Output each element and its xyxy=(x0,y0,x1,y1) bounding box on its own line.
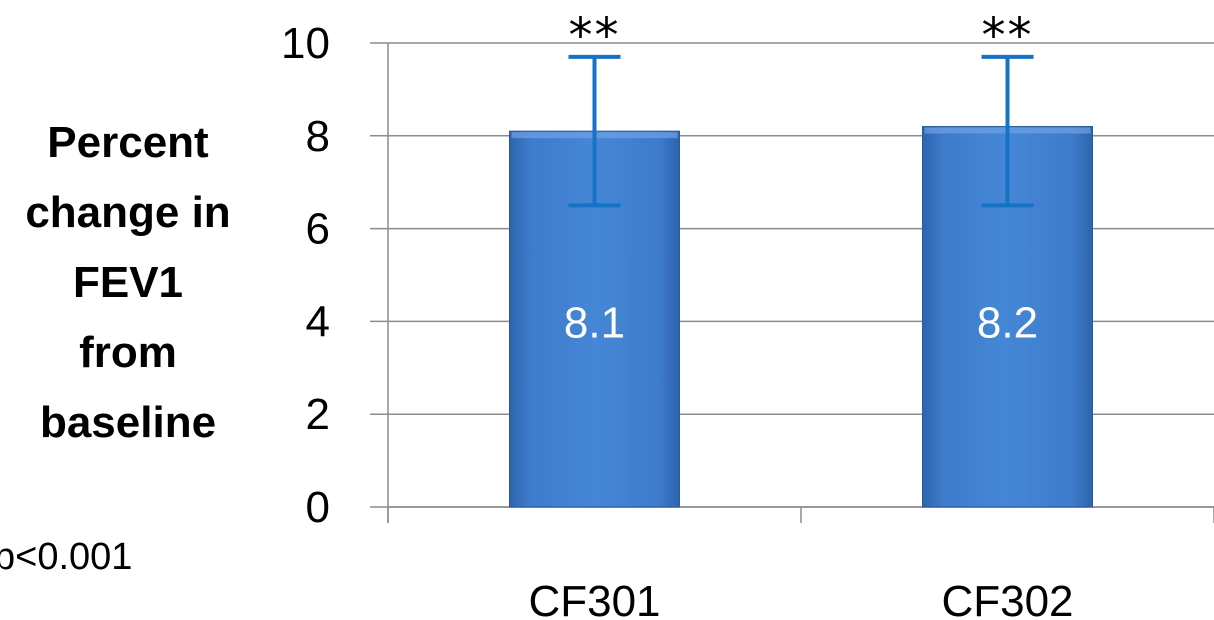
significance-marker: ** xyxy=(982,8,1034,64)
y-tick-label: 2 xyxy=(306,390,330,439)
error-bars xyxy=(568,54,1034,208)
significance-marker: ** xyxy=(569,8,621,64)
y-tick-label: 8 xyxy=(306,112,330,161)
chart-text: 0 2 4 6 8 10 8.1 ** CF301 8.2 ** CF302 xyxy=(281,8,1073,620)
y-tick-label: 6 xyxy=(306,205,330,254)
x-tick-label-cf301: CF301 xyxy=(528,577,660,620)
x-tick-label-cf302: CF302 xyxy=(941,577,1073,620)
data-label-cf301: 8.1 xyxy=(564,298,625,347)
y-tick-label: 4 xyxy=(306,297,330,346)
significance-footnote: p<0.001 xyxy=(0,536,133,578)
data-label-cf302: 8.2 xyxy=(977,298,1038,347)
y-axis-label: Percent change in FEV1 from baseline xyxy=(25,118,231,447)
y-tick-label: 10 xyxy=(281,19,330,68)
y-tick-label: 0 xyxy=(306,483,330,532)
